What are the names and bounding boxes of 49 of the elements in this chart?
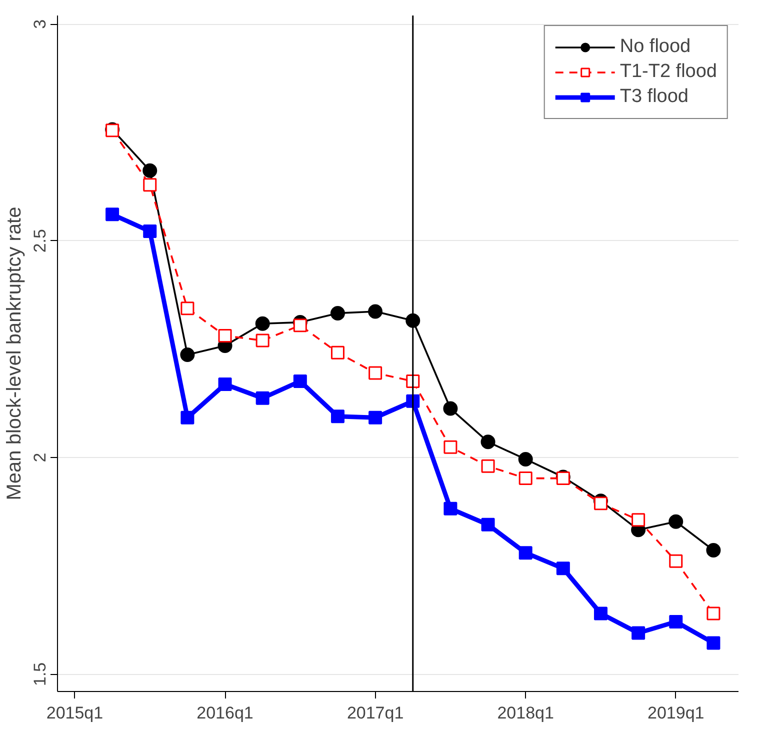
x-tick-label: 2015q1 (46, 704, 104, 722)
point (632, 626, 646, 640)
point (669, 614, 683, 628)
point (256, 391, 270, 405)
point (293, 318, 307, 332)
x-tick-label: 2019q1 (648, 704, 704, 722)
point (668, 514, 684, 529)
y-tick-label: 2.5 (30, 229, 50, 253)
point (518, 546, 532, 560)
point (330, 346, 344, 360)
point (143, 178, 157, 192)
point (218, 328, 232, 342)
point (594, 496, 608, 510)
point (142, 163, 158, 178)
point (518, 452, 533, 466)
point (443, 401, 458, 416)
point (480, 434, 496, 450)
point (368, 410, 382, 424)
y-tick-label: 3 (30, 19, 50, 29)
point (556, 562, 570, 576)
point (143, 224, 157, 238)
point (706, 542, 721, 558)
point (368, 304, 383, 319)
point (255, 316, 270, 331)
point (632, 513, 646, 527)
point (368, 366, 382, 380)
point (594, 606, 608, 620)
point (481, 518, 495, 532)
point (293, 374, 307, 388)
point (444, 502, 458, 516)
point (106, 208, 120, 222)
point (218, 378, 232, 392)
y-axis-title: Mean block-level bankruptcy rate (4, 206, 26, 500)
x-tick-label: 2018q1 (497, 704, 554, 722)
point (330, 410, 344, 424)
point (669, 554, 683, 568)
x-tick-label: 2016q1 (196, 704, 254, 722)
point (706, 636, 720, 650)
x-tick-label: 2017q1 (346, 704, 404, 722)
y-tick-label: 1.5 (30, 662, 50, 686)
point (180, 410, 194, 424)
point (330, 306, 345, 320)
point (444, 440, 458, 454)
legend-label: No flood (620, 36, 691, 58)
legend-label: T1-T2 flood (620, 61, 717, 83)
y-tick-label: 2 (30, 452, 50, 462)
legend-label: T3 flood (620, 86, 688, 108)
point (180, 348, 195, 362)
point (481, 459, 495, 473)
